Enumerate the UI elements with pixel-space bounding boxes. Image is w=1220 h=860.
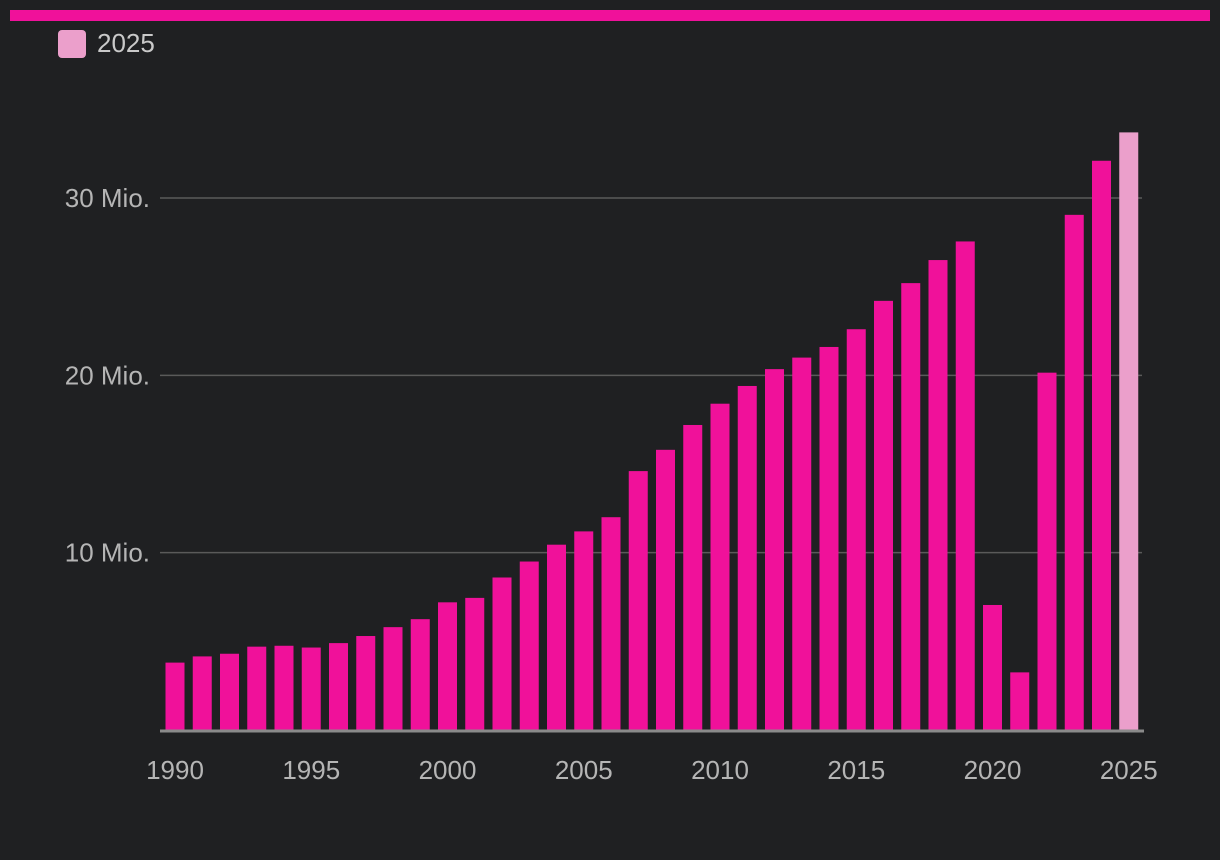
bar-2025 <box>1119 132 1139 731</box>
bar-2021 <box>1010 672 1030 730</box>
bar-2002 <box>492 577 512 730</box>
bar-2017 <box>901 283 921 730</box>
y-axis-labels: 10 Mio. 20 Mio. 30 Mio. <box>65 183 150 568</box>
y-tick-label: 10 Mio. <box>65 538 150 568</box>
bar-1994 <box>274 645 294 730</box>
bar-1990 <box>165 662 185 730</box>
bar-2005 <box>574 531 594 730</box>
legend-swatch-2025 <box>58 30 86 58</box>
x-tick-label: 2010 <box>691 755 749 785</box>
bar-2024 <box>1092 160 1111 730</box>
bar-2003 <box>519 561 539 730</box>
bar-2016 <box>874 300 893 730</box>
bar-2006 <box>601 517 621 730</box>
legend-label-2025: 2025 <box>97 28 155 58</box>
bar-2007 <box>628 471 648 730</box>
y-tick-label: 30 Mio. <box>65 183 150 213</box>
bar-2000 <box>438 602 457 730</box>
bar-2019 <box>955 241 975 731</box>
bar-1991 <box>192 656 212 730</box>
bar-1999 <box>410 619 430 730</box>
x-tick-label: 2015 <box>827 755 885 785</box>
bar-1996 <box>329 643 348 730</box>
bar-1995 <box>301 647 321 730</box>
x-tick-label: 1995 <box>282 755 340 785</box>
x-axis-labels: 1990 1995 2000 2005 2010 2015 2020 2025 <box>146 755 1158 785</box>
bar-1997 <box>356 636 376 730</box>
y-tick-label: 20 Mio. <box>65 360 150 390</box>
bar-2020 <box>983 604 1002 730</box>
bar-2013 <box>792 357 812 730</box>
gridlines <box>160 197 1142 554</box>
bar-2008 <box>656 449 675 730</box>
bar-2022 <box>1037 372 1057 730</box>
top-accent-bar <box>10 10 1210 21</box>
legend: 2025 <box>58 28 155 58</box>
bars <box>165 132 1139 731</box>
x-tick-label: 2025 <box>1100 755 1158 785</box>
bar-2011 <box>737 385 757 730</box>
x-tick-label: 2020 <box>964 755 1022 785</box>
bar-1993 <box>247 646 267 730</box>
bar-2015 <box>846 329 866 730</box>
bar-2001 <box>465 597 485 730</box>
bar-1992 <box>220 653 239 730</box>
bar-2009 <box>683 424 703 730</box>
bar-2023 <box>1064 214 1084 730</box>
bar-1998 <box>383 627 403 730</box>
bar-2010 <box>710 403 730 730</box>
bar-2004 <box>547 544 566 730</box>
bar-2018 <box>928 260 948 730</box>
x-tick-label: 1990 <box>146 755 204 785</box>
x-tick-label: 2000 <box>419 755 477 785</box>
x-tick-label: 2005 <box>555 755 613 785</box>
bar-2014 <box>819 346 839 730</box>
bar-2012 <box>765 369 784 730</box>
